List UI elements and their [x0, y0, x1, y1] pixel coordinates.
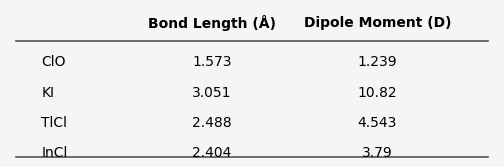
- Text: InCl: InCl: [41, 146, 68, 160]
- Text: ClO: ClO: [41, 55, 66, 69]
- Text: TlCl: TlCl: [41, 116, 68, 130]
- Text: 3.79: 3.79: [362, 146, 393, 160]
- Text: 10.82: 10.82: [357, 86, 397, 100]
- Text: Bond Length (Å): Bond Length (Å): [148, 15, 276, 31]
- Text: 4.543: 4.543: [358, 116, 397, 130]
- Text: 1.573: 1.573: [192, 55, 232, 69]
- Text: 2.488: 2.488: [192, 116, 232, 130]
- Text: KI: KI: [41, 86, 54, 100]
- Text: 2.404: 2.404: [192, 146, 232, 160]
- Text: Dipole Moment (D): Dipole Moment (D): [303, 16, 451, 30]
- Text: 1.239: 1.239: [357, 55, 397, 69]
- Text: 3.051: 3.051: [192, 86, 232, 100]
